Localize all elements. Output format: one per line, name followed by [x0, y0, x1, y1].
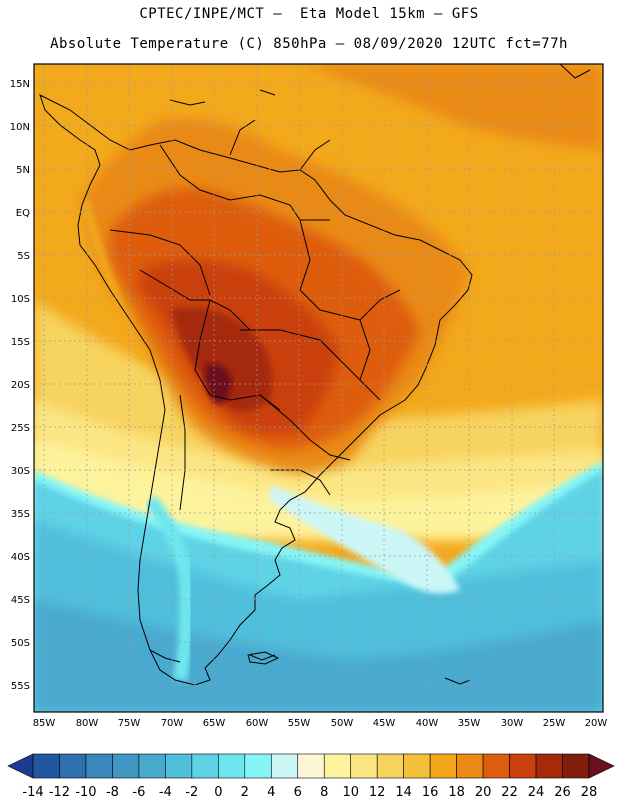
- temperature-field: [34, 64, 603, 712]
- lon-label: 45W: [373, 718, 396, 729]
- lat-label: 40S: [11, 552, 30, 563]
- colorbar-swatch: [138, 753, 166, 779]
- lon-label: 20W: [585, 718, 608, 729]
- colorbar-tick-label: 4: [267, 785, 275, 800]
- lat-label: 45S: [11, 595, 30, 606]
- colorbar-tick-label: -8: [106, 785, 119, 800]
- lat-label: 10N: [10, 122, 30, 133]
- lon-label: 30W: [501, 718, 524, 729]
- colorbar-swatch: [456, 753, 484, 779]
- map-frame: [33, 63, 604, 713]
- colorbar-swatch: [191, 753, 219, 779]
- lon-label: 60W: [246, 718, 269, 729]
- colorbar-tick-label: 6: [294, 785, 302, 800]
- colorbar-swatch: [482, 753, 510, 779]
- colorbar-tick-label: -12: [49, 785, 70, 800]
- lat-label: 50S: [11, 638, 30, 649]
- colorbar-tick-label: 8: [320, 785, 328, 800]
- colorbar-swatch: [270, 753, 299, 779]
- lat-label: 5N: [16, 165, 30, 176]
- latitude-axis: 15N 10N 5N EQ 5S 10S 15S 20S 25S 30S 35S…: [10, 79, 30, 692]
- lat-label: EQ: [16, 208, 30, 219]
- colorbar-swatch: [32, 753, 60, 779]
- colorbar-swatch: [59, 753, 87, 779]
- lon-label: 70W: [161, 718, 184, 729]
- colorbar-tick-label: -4: [159, 785, 172, 800]
- colorbar-tick-label: -14: [22, 785, 43, 800]
- colorbar-swatch: [350, 753, 378, 779]
- colorbar-swatch: [244, 753, 272, 779]
- colorbar-swatch: [85, 753, 113, 779]
- lat-label: 5S: [17, 251, 30, 262]
- colorbar-tick-label: 0: [214, 785, 222, 800]
- colorbar-swatch: [403, 753, 431, 779]
- lon-label: 35W: [458, 718, 481, 729]
- colorbar-tick-label: 16: [422, 785, 439, 800]
- colorbar-right-arrow: [588, 753, 615, 779]
- lon-label: 80W: [76, 718, 99, 729]
- colorbar-labels: -14 -12 -10 -8 -6 -4 -2 0 2 4 6 8 10 12 14 16 18 20 22 24 26…: [22, 785, 597, 800]
- lat-label: 35S: [11, 509, 30, 520]
- colorbar-swatch: [297, 753, 325, 779]
- colorbar-tick-label: 2: [241, 785, 249, 800]
- lat-label: 25S: [11, 423, 30, 434]
- colorbar-tick-label: -6: [132, 785, 145, 800]
- colorbar-swatch: [112, 753, 140, 779]
- colorbar-left-arrow: [7, 753, 34, 779]
- colorbar-tick-label: 26: [554, 785, 571, 800]
- colorbar-tick-label: -10: [75, 785, 96, 800]
- colorbar-tick-label: 12: [369, 785, 386, 800]
- colorbar-tick-label: 14: [395, 785, 412, 800]
- lon-label: 50W: [331, 718, 354, 729]
- colorbar-tick-label: 22: [501, 785, 518, 800]
- lat-label: 15N: [10, 79, 30, 90]
- colorbar-swatch: [429, 753, 457, 779]
- lon-label: 75W: [118, 718, 141, 729]
- lat-label: 55S: [11, 681, 30, 692]
- colorbar-swatch: [509, 753, 537, 779]
- lon-label: 40W: [416, 718, 439, 729]
- lat-label: 30S: [11, 466, 30, 477]
- colorbar-swatch: [562, 753, 590, 779]
- lat-label: 20S: [11, 380, 30, 391]
- colorbar-tick-label: 20: [475, 785, 492, 800]
- colorbar-tick-label: 18: [448, 785, 465, 800]
- colorbar-swatch: [165, 753, 193, 779]
- title-line-1: CPTEC/INPE/MCT — Eta Model 15km — GFS: [139, 6, 479, 22]
- colorbar-tick-label: -2: [185, 785, 198, 800]
- colorbar-swatch: [376, 753, 404, 779]
- colorbar-swatch: [218, 753, 246, 779]
- lon-label: 85W: [33, 718, 56, 729]
- title-line-2: Absolute Temperature (C) 850hPa — 08/09/…: [50, 36, 568, 52]
- coastline-outline: [39, 64, 591, 686]
- lon-label: 25W: [543, 718, 566, 729]
- colorbar-tick-label: 24: [528, 785, 545, 800]
- lon-label: 65W: [203, 718, 226, 729]
- colorbar: [7, 753, 615, 779]
- lat-label: 10S: [11, 294, 30, 305]
- longitude-axis: 85W 80W 75W 70W 65W 60W 55W 50W 45W 40W …: [33, 718, 608, 729]
- colorbar-swatch: [535, 753, 563, 779]
- lat-label: 15S: [11, 337, 30, 348]
- lon-label: 55W: [288, 718, 311, 729]
- colorbar-tick-label: 28: [581, 785, 598, 800]
- colorbar-tick-label: 10: [342, 785, 359, 800]
- graticule: [34, 64, 603, 712]
- colorbar-swatch: [323, 753, 352, 779]
